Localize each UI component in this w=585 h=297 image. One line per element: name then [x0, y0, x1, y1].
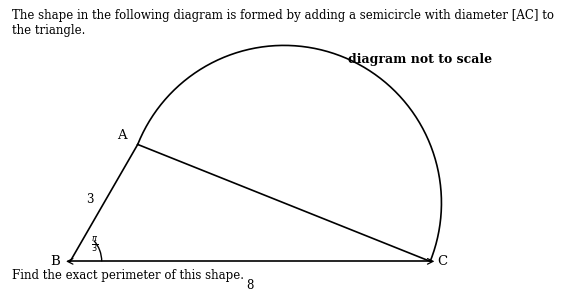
- Text: $\frac{\pi}{3}$: $\frac{\pi}{3}$: [91, 236, 98, 255]
- Text: diagram not to scale: diagram not to scale: [348, 53, 492, 67]
- Text: The shape in the following diagram is formed by adding a semicircle with diamete: The shape in the following diagram is fo…: [12, 9, 553, 37]
- Text: C: C: [437, 255, 448, 268]
- Text: 3: 3: [86, 193, 94, 206]
- Text: A: A: [118, 129, 127, 142]
- Text: 8: 8: [246, 279, 254, 292]
- Text: Find the exact perimeter of this shape.: Find the exact perimeter of this shape.: [12, 269, 244, 282]
- Text: B: B: [50, 255, 60, 268]
